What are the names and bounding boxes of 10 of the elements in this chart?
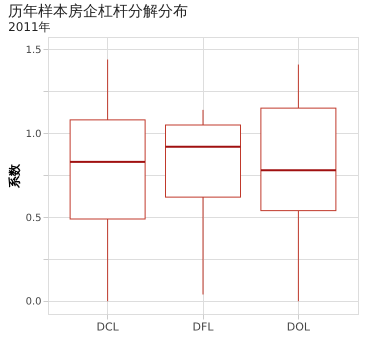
chart-title: 历年样本房企杠杆分解分布 (8, 2, 188, 20)
y-tick-label: 1.5 (26, 44, 42, 56)
y-tick-label: 1.0 (26, 128, 42, 140)
y-tick-label: 0.5 (26, 212, 42, 224)
x-tick-label: DFL (192, 320, 214, 334)
x-tick-label: DCL (96, 320, 120, 334)
y-tick-label: 0.0 (26, 296, 42, 308)
y-axis-title: 系数 (8, 163, 22, 189)
chart-subtitle: 2011年 (8, 20, 51, 34)
x-tick-label: DOL (286, 320, 311, 334)
